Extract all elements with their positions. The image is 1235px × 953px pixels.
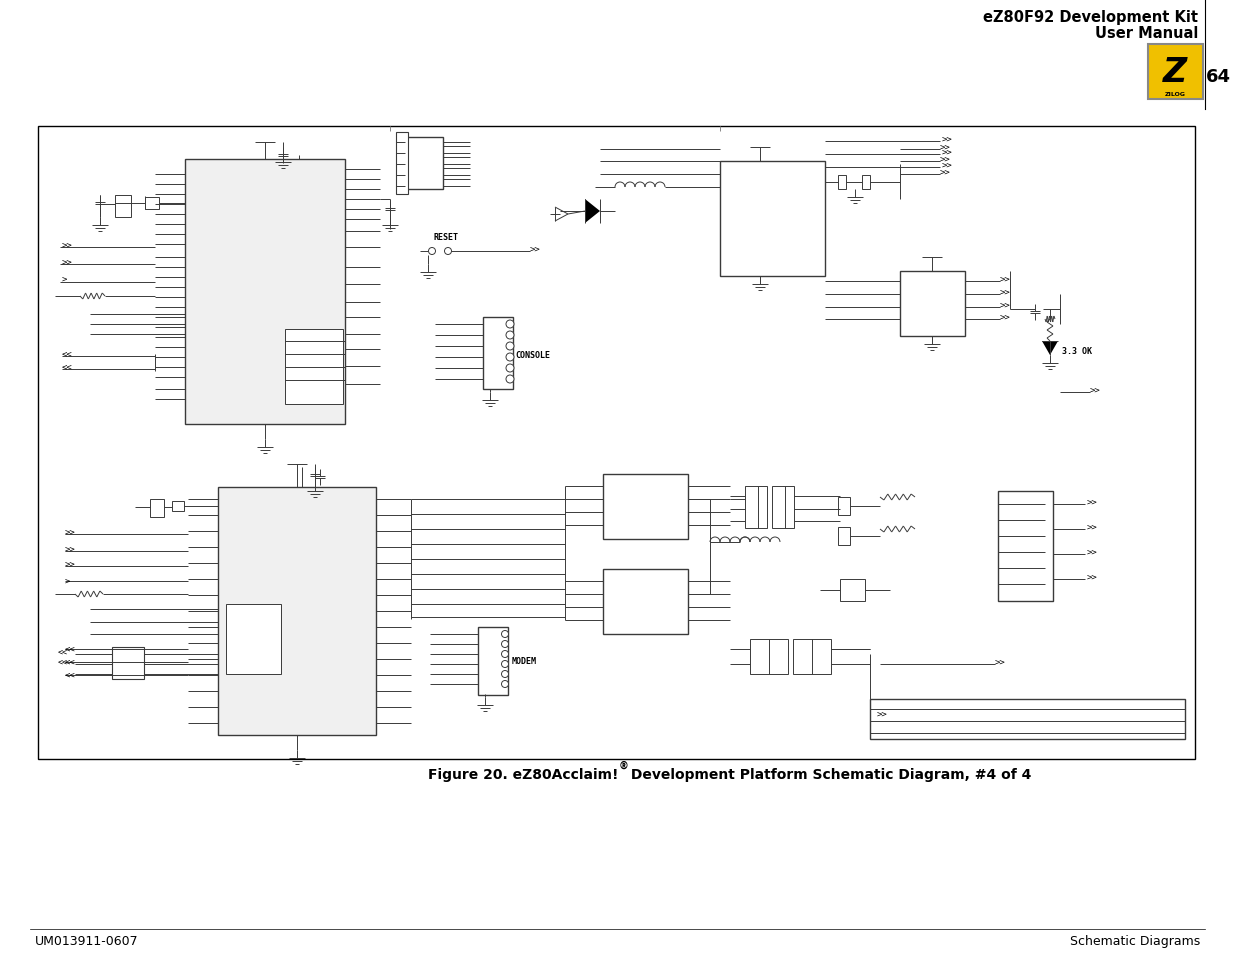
Bar xyxy=(185,160,345,424)
Bar xyxy=(840,579,864,601)
Text: >>: >> xyxy=(62,241,73,251)
Text: <<: << xyxy=(62,350,73,359)
Text: <<: << xyxy=(58,648,68,657)
Text: >>: >> xyxy=(1087,523,1098,532)
Bar xyxy=(745,486,767,529)
Text: >>: >> xyxy=(940,155,951,164)
Text: >>: >> xyxy=(995,658,1005,667)
Text: <<: << xyxy=(65,671,75,679)
Bar xyxy=(219,488,375,735)
Text: >>: >> xyxy=(65,528,75,537)
Text: >>: >> xyxy=(940,169,951,177)
Text: >>: >> xyxy=(942,149,952,157)
Circle shape xyxy=(506,354,514,361)
Circle shape xyxy=(506,365,514,373)
Bar xyxy=(998,492,1053,601)
Circle shape xyxy=(501,660,509,668)
Bar xyxy=(226,604,282,675)
Bar xyxy=(869,700,1186,740)
Bar xyxy=(115,195,131,218)
Bar xyxy=(38,127,1195,760)
Bar xyxy=(862,175,869,190)
Text: RESET: RESET xyxy=(433,233,458,241)
Bar xyxy=(112,647,144,679)
Text: >>: >> xyxy=(877,710,888,719)
Bar xyxy=(1149,45,1203,100)
Text: >>: >> xyxy=(65,560,75,569)
Text: <<: << xyxy=(62,363,73,372)
Text: eZ80F92 Development Kit: eZ80F92 Development Kit xyxy=(983,10,1198,25)
Text: >>: >> xyxy=(1000,275,1010,284)
Bar xyxy=(483,317,513,390)
Text: Figure 20. eZ80Acclaim!: Figure 20. eZ80Acclaim! xyxy=(427,767,618,781)
Text: CONSOLE: CONSOLE xyxy=(515,350,550,359)
Text: 64: 64 xyxy=(1205,68,1230,86)
Circle shape xyxy=(445,248,452,255)
Circle shape xyxy=(429,248,436,255)
Bar xyxy=(839,527,850,545)
Bar xyxy=(839,497,850,516)
Text: >>: >> xyxy=(530,245,541,254)
Text: >>: >> xyxy=(62,258,73,267)
Polygon shape xyxy=(585,200,600,224)
Text: MODEM: MODEM xyxy=(513,657,537,666)
Bar xyxy=(720,162,825,276)
Text: <<: << xyxy=(65,645,75,654)
Text: <<: << xyxy=(65,658,75,667)
Polygon shape xyxy=(1042,341,1058,355)
Bar xyxy=(172,501,184,512)
Text: >>: >> xyxy=(1000,288,1010,297)
Text: User Manual: User Manual xyxy=(1094,26,1198,41)
Bar xyxy=(285,330,343,405)
Circle shape xyxy=(506,320,514,329)
Text: ZILOG: ZILOG xyxy=(1165,91,1186,96)
Circle shape xyxy=(501,640,509,648)
Text: <<: << xyxy=(58,658,68,667)
Circle shape xyxy=(501,631,509,638)
Circle shape xyxy=(506,375,514,384)
Bar xyxy=(793,639,831,675)
Text: >>: >> xyxy=(1000,314,1010,322)
Circle shape xyxy=(501,651,509,658)
Text: >>: >> xyxy=(1091,386,1100,395)
Circle shape xyxy=(506,332,514,339)
Bar xyxy=(772,486,794,529)
Text: >>: >> xyxy=(1087,548,1098,557)
Circle shape xyxy=(501,671,509,678)
Bar xyxy=(750,639,788,675)
Bar xyxy=(603,475,688,539)
Bar xyxy=(396,132,408,194)
Bar xyxy=(839,175,846,190)
Text: >>: >> xyxy=(942,135,952,144)
Text: >>: >> xyxy=(65,545,75,554)
Text: ®: ® xyxy=(619,760,629,770)
Text: >>: >> xyxy=(940,143,951,152)
Text: >>: >> xyxy=(942,161,952,171)
Bar xyxy=(405,138,443,190)
Bar xyxy=(603,569,688,635)
Text: 3.3 OK: 3.3 OK xyxy=(1062,347,1092,356)
Bar xyxy=(900,272,965,336)
Bar xyxy=(144,198,159,210)
Circle shape xyxy=(506,343,514,351)
Text: >: > xyxy=(62,275,68,284)
Bar xyxy=(149,499,164,517)
Text: >>: >> xyxy=(1087,573,1098,582)
Text: UM013911-0607: UM013911-0607 xyxy=(35,935,138,947)
Text: Schematic Diagrams: Schematic Diagrams xyxy=(1070,935,1200,947)
Text: >>: >> xyxy=(1087,498,1098,507)
Text: >>: >> xyxy=(1000,301,1010,310)
Text: Z: Z xyxy=(1163,55,1187,89)
Text: Development Platform Schematic Diagram, #4 of 4: Development Platform Schematic Diagram, … xyxy=(626,767,1031,781)
Text: >: > xyxy=(65,577,70,586)
Bar xyxy=(478,627,508,696)
Circle shape xyxy=(501,680,509,688)
